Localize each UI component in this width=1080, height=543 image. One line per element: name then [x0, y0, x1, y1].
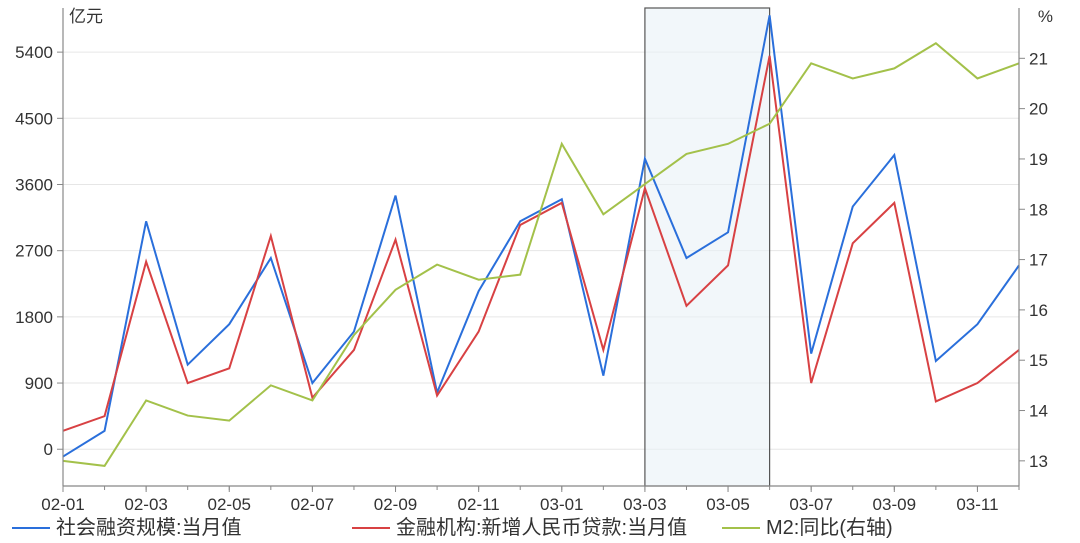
y-right-unit: %: [1038, 7, 1053, 26]
yr-tick-label: 19: [1029, 150, 1048, 169]
yr-tick-label: 21: [1029, 49, 1048, 68]
legend-label: M2:同比(右轴): [766, 516, 893, 539]
yr-tick-label: 18: [1029, 200, 1048, 219]
yr-tick-label: 16: [1029, 301, 1048, 320]
x-tick-label: 03-11: [956, 495, 998, 514]
x-tick-label: 03-05: [706, 495, 749, 514]
yr-tick-label: 14: [1029, 402, 1048, 421]
legend-label: 社会融资规模:当月值: [56, 516, 242, 539]
x-tick-label: 03-03: [623, 495, 666, 514]
yr-tick-label: 17: [1029, 251, 1048, 270]
x-tick-label: 03-09: [873, 495, 916, 514]
yr-tick-label: 13: [1029, 452, 1048, 471]
line-chart: 02-01 02-03 02-05 02-07 02-09 02-11 03-01 03-03…: [0, 0, 1080, 543]
yl-tick-label: 4500: [15, 109, 53, 128]
x-tick-label: 02-05: [208, 495, 251, 514]
yl-tick-label: 0: [44, 440, 53, 459]
yr-tick-label: 20: [1029, 100, 1048, 119]
y-left-unit: 亿元: [69, 7, 103, 26]
yl-tick-label: 5400: [15, 43, 53, 62]
x-tick-label: 02-11: [458, 495, 500, 514]
yr-tick-label: 15: [1029, 351, 1048, 370]
x-tick-label: 03-01: [540, 495, 583, 514]
x-tick-label: 02-01: [41, 495, 84, 514]
yl-tick-label: 900: [25, 374, 53, 393]
yl-tick-label: 2700: [15, 242, 53, 261]
legend-label: 金融机构:新增人民币贷款:当月值: [396, 516, 687, 539]
x-tick-label: 02-07: [291, 495, 334, 514]
highlight-region: [645, 8, 770, 486]
x-tick-label: 02-09: [374, 495, 417, 514]
yl-tick-label: 1800: [15, 308, 53, 327]
x-tick-label: 02-03: [124, 495, 167, 514]
x-tick-label: 03-07: [789, 495, 832, 514]
yl-tick-label: 3600: [15, 175, 53, 194]
